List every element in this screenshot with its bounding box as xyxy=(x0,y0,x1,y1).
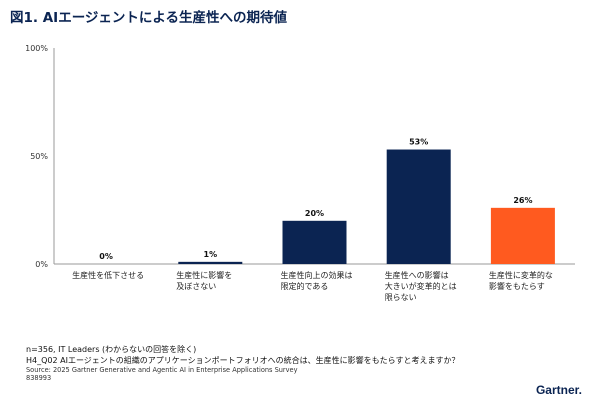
x-tick-label: 生産性向上の効果は限定的である xyxy=(281,270,353,291)
data-label: 53% xyxy=(409,138,428,147)
y-tick-label: 0% xyxy=(35,260,48,269)
data-label: 20% xyxy=(305,209,324,218)
data-label: 26% xyxy=(513,196,532,205)
question-note: H4_Q02 AIエージェントの組織のアプリケーションポートフォリオへの統合は、… xyxy=(26,355,460,365)
data-label: 1% xyxy=(204,250,218,259)
bar xyxy=(490,207,555,264)
y-tick-label: 50% xyxy=(30,152,48,161)
bar-chart: 0% 50% 100% 0% 生産性を低下させる 1% 生産性に影響を及ぼさない 20% 生産… xyxy=(25,44,575,302)
x-tick-label: 生産性に影響を及ぼさない xyxy=(176,270,232,291)
x-tick-label: 生産性への影響は大きいが変革的とは限らない xyxy=(385,270,457,302)
footnotes: n=356, IT Leaders (わからないの回答を除く) H4_Q02 A… xyxy=(26,345,459,382)
bar xyxy=(178,261,243,264)
y-tick-label: 100% xyxy=(25,44,48,53)
document-id: 838993 xyxy=(26,374,52,382)
data-label: 0% xyxy=(99,252,113,261)
source-note: Source: 2025 Gartner Generative and Agen… xyxy=(26,366,298,374)
x-tick-label: 生産性を低下させる xyxy=(72,270,144,280)
x-tick-label: 生産性に変革的な影響をもたらす xyxy=(489,270,553,291)
bar xyxy=(282,220,347,264)
gartner-logo: Gartner. xyxy=(535,383,582,397)
sample-note: n=356, IT Leaders (わからないの回答を除く) xyxy=(26,345,197,354)
chart-title: 図1. AIエージェントによる生産性への期待値 xyxy=(10,10,288,26)
bar xyxy=(386,149,451,264)
